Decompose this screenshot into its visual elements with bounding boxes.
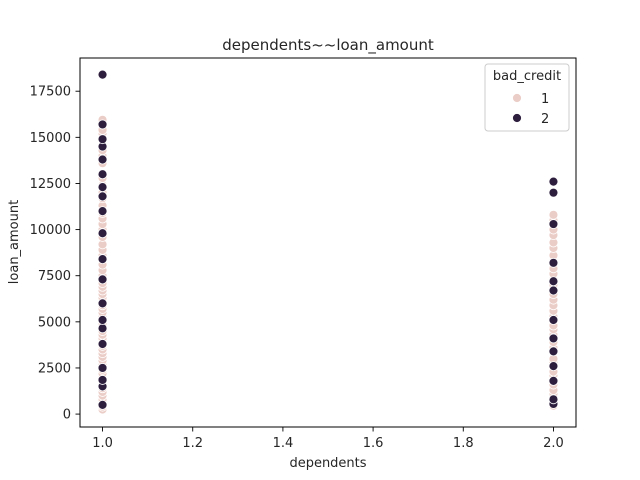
data-point-bad-credit-2 [97,119,108,130]
data-point-bad-credit-2 [97,154,108,165]
x-tick-label: 2.0 [543,436,564,451]
data-point-bad-credit-2 [97,228,108,239]
data-point-bad-credit-2 [548,257,559,268]
x-axis-label: dependents [289,456,366,471]
data-point-bad-credit-2 [97,274,108,285]
legend-label-1: 1 [541,92,549,107]
data-point-bad-credit-2 [97,191,108,202]
data-point-bad-credit-2 [548,276,559,287]
data-point-bad-credit-2 [548,176,559,187]
data-point-bad-credit-2 [548,333,559,344]
data-point-bad-credit-2 [97,323,108,334]
y-axis: 0 2500 5000 7500 10000 12500 15000 17500 [30,85,80,423]
legend-box [484,63,570,132]
y-axis-label: loan_amount [7,200,22,284]
data-point-bad-credit-2 [97,134,108,145]
data-points [97,69,559,415]
data-point-bad-credit-2 [97,182,108,193]
y-tick-label: 15000 [30,131,71,146]
y-tick-label: 12500 [30,177,71,192]
legend-label-2: 2 [541,112,549,127]
data-point-bad-credit-2 [548,394,559,405]
y-tick-label: 10000 [30,223,71,238]
data-point-bad-credit-2 [548,361,559,372]
x-axis: 1.0 1.2 1.4 1.6 1.8 2.0 [92,427,564,451]
plot-area [79,57,577,428]
data-point-bad-credit-2 [97,399,108,410]
y-tick-label: 7500 [38,269,71,284]
data-point-bad-credit-2 [97,298,108,309]
data-point-bad-credit-2 [548,346,559,357]
x-tick-label: 1.0 [92,436,113,451]
data-point-bad-credit-2 [548,187,559,198]
legend-title: bad_credit [493,69,561,84]
data-point-bad-credit-2 [548,219,559,229]
y-tick-label: 17500 [30,85,71,100]
x-tick-label: 1.4 [273,436,294,451]
y-tick-label: 2500 [38,361,71,376]
data-point-bad-credit-2 [548,375,559,386]
legend: bad_credit 1 2 [484,63,570,132]
data-point-bad-credit-2 [97,363,108,373]
legend-marker-1 [512,93,522,103]
data-point-bad-credit-2 [97,254,108,265]
legend-marker-2 [512,113,522,123]
y-tick-label: 5000 [38,315,71,330]
data-point-bad-credit-2 [97,206,108,217]
data-point-bad-credit-2 [97,375,108,385]
data-point-bad-credit-2 [548,285,559,296]
data-point-bad-credit-2 [97,169,108,180]
data-point-bad-credit-2 [97,315,108,325]
data-point-bad-credit-2 [97,69,108,80]
data-point-bad-credit-2 [548,315,559,325]
data-point-bad-credit-1 [548,209,559,220]
chart-title: dependents~~loan_amount [222,36,434,55]
x-tick-label: 1.8 [453,436,474,451]
x-tick-label: 1.2 [182,436,203,451]
x-tick-label: 1.6 [363,436,384,451]
data-point-bad-credit-2 [97,339,108,349]
y-tick-label: 0 [63,408,71,423]
